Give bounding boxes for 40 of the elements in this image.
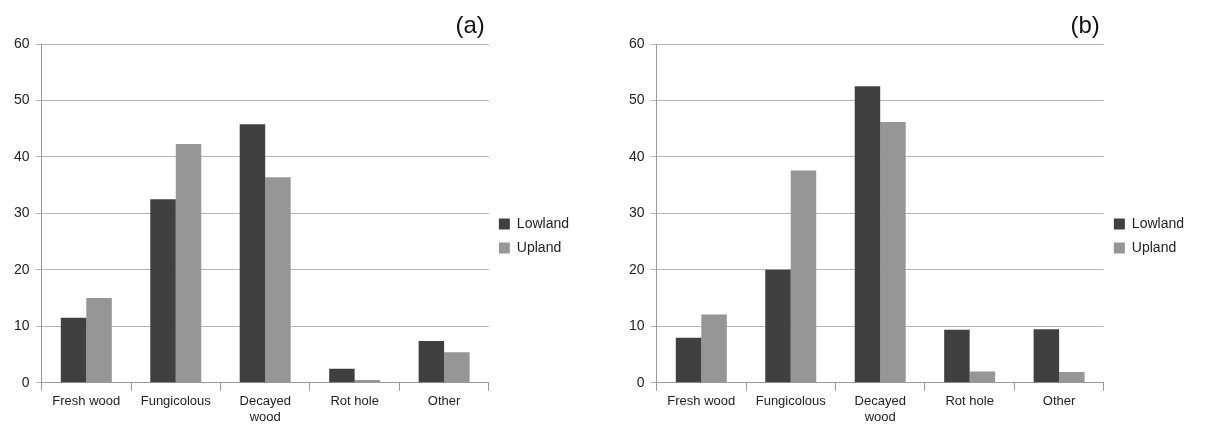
y-tick-label: 0 — [21, 373, 30, 390]
bar — [854, 86, 881, 383]
x-tick-label: Fungicolous — [140, 393, 212, 409]
legend-label: Lowland — [1131, 214, 1184, 231]
y-tick-label: 50 — [628, 91, 645, 108]
y-tick-label: 0 — [636, 373, 645, 390]
x-tick-label: Fungicolous — [755, 393, 827, 409]
bar — [765, 269, 791, 383]
bar — [150, 199, 176, 383]
y-tick-label: 20 — [13, 260, 30, 277]
bar — [675, 337, 702, 383]
y-tick-label: 40 — [628, 147, 645, 164]
legend-label: Upland — [516, 238, 562, 255]
bar — [239, 124, 266, 383]
x-tick-label: Fresh wood — [52, 393, 121, 409]
bar — [329, 368, 355, 383]
y-tick-label: 10 — [628, 317, 645, 334]
y-tick-label: 50 — [13, 91, 30, 108]
x-tick-label: Decayed wood — [239, 393, 291, 424]
y-tick-label: 10 — [13, 317, 30, 334]
bar — [1033, 329, 1060, 383]
x-tick-label: Fresh wood — [667, 393, 736, 409]
y-tick-label: 30 — [13, 204, 30, 221]
y-tick-label: 60 — [628, 34, 645, 51]
y-tick-label: 40 — [13, 147, 30, 164]
chart-title: (b) — [1070, 10, 1100, 38]
bar — [944, 329, 970, 383]
bar — [418, 341, 445, 383]
y-tick-label: 20 — [628, 260, 645, 277]
x-tick-label: Decayed wood — [854, 393, 906, 424]
chart-title: (a) — [455, 10, 485, 38]
y-tick-label: 60 — [13, 34, 30, 51]
y-tick-label: 30 — [628, 204, 645, 221]
x-tick-label: Other — [427, 393, 462, 409]
x-tick-label: Other — [1042, 393, 1077, 409]
x-tick-label: Rot hole — [330, 393, 379, 409]
legend-label: Lowland — [516, 214, 569, 231]
bar — [60, 317, 87, 383]
x-tick-label: Rot hole — [945, 393, 994, 409]
legend-label: Upland — [1131, 238, 1177, 255]
